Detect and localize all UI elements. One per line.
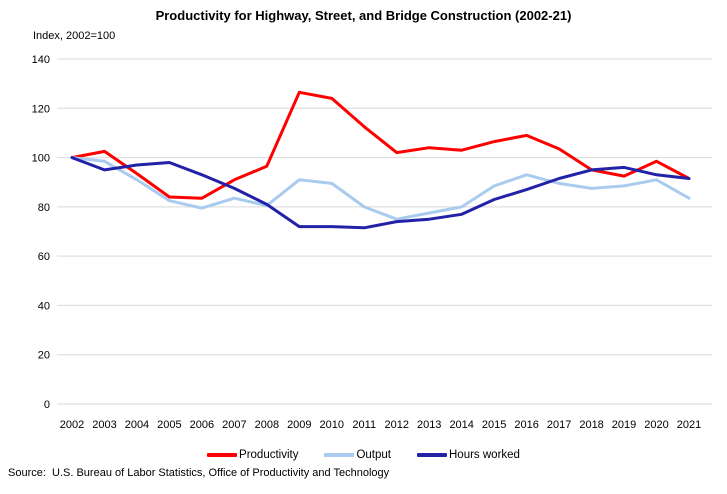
- x-tick-label: 2017: [547, 419, 571, 431]
- legend-item-output: Output: [324, 449, 391, 461]
- x-tick-label: 2013: [417, 419, 441, 431]
- x-tick-label: 2020: [644, 419, 668, 431]
- legend-swatch: [207, 453, 238, 457]
- legend-item-productivity: Productivity: [207, 449, 298, 461]
- legend: Productivity Output Hours worked: [0, 446, 727, 464]
- source-note: Source: U.S. Bureau of Labor Statistics,…: [8, 467, 390, 479]
- x-tick-label: 2006: [190, 419, 214, 431]
- legend-label: Hours worked: [449, 449, 520, 461]
- chart-title: Productivity for Highway, Street, and Br…: [155, 8, 572, 23]
- series-line-hours-worked: [70, 156, 691, 230]
- x-tick-label: 2002: [60, 419, 84, 431]
- y-tick-label: 120: [32, 103, 50, 115]
- x-tick-label: 2011: [352, 419, 376, 431]
- x-tick-label: 2004: [125, 419, 149, 431]
- y-tick-labels: 0 20 40 60 80 100 120 140: [32, 54, 50, 411]
- x-tick-label: 2007: [222, 419, 246, 431]
- y-tick-label: 0: [44, 399, 50, 411]
- y-tick-label: 140: [32, 54, 50, 66]
- x-tick-label: 2015: [482, 419, 506, 431]
- legend-item-hours-worked: Hours worked: [417, 449, 520, 461]
- legend-swatch: [417, 453, 447, 457]
- x-tick-label: 2014: [449, 419, 473, 431]
- y-tick-label: 80: [38, 202, 50, 214]
- series-lines: [70, 90, 691, 230]
- y-tick-label: 40: [38, 300, 50, 312]
- series-line-output: [70, 156, 691, 221]
- series-line-productivity: [70, 90, 691, 200]
- x-tick-label: 2016: [514, 419, 538, 431]
- x-tick-labels: 2002 2003 2004 2005 2006 2007 2008 2009 2010 2011…: [60, 419, 701, 431]
- x-tick-label: 2005: [157, 419, 181, 431]
- x-tick-label: 2019: [612, 419, 636, 431]
- gridlines: [57, 58, 712, 405]
- legend-label: Productivity: [239, 449, 299, 461]
- x-tick-label: 2010: [320, 419, 344, 431]
- x-tick-label: 2018: [579, 419, 603, 431]
- y-tick-label: 20: [38, 350, 50, 362]
- legend-label: Output: [356, 449, 391, 461]
- y-tick-label: 60: [38, 251, 50, 263]
- x-tick-label: 2008: [255, 419, 279, 431]
- y-tick-label: 100: [32, 153, 50, 165]
- y-axis-unit-label: Index, 2002=100: [33, 30, 116, 42]
- x-tick-label: 2012: [384, 419, 408, 431]
- x-tick-label: 2009: [287, 419, 311, 431]
- x-tick-label: 2003: [92, 419, 116, 431]
- legend-swatch: [324, 453, 355, 457]
- x-tick-label: 2021: [677, 419, 701, 431]
